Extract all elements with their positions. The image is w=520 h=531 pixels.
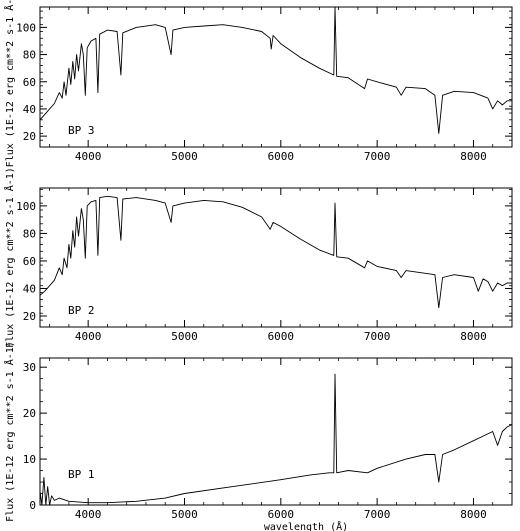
spectrum-line <box>39 6 512 134</box>
y-tick-label: 20 <box>23 130 36 143</box>
x-tick-label: 8000 <box>460 508 487 521</box>
y-tick-label: 100 <box>16 21 36 34</box>
spectrum-line <box>39 373 513 506</box>
y-tick-label: 60 <box>23 255 36 268</box>
x-tick-label: 5000 <box>171 508 198 521</box>
y-tick-label: 60 <box>23 76 36 89</box>
chart-panel-3: 4000 5000 6000 7000 8000 0 10 20 30 Flux (1E-12 e… <box>3 341 513 531</box>
y-axis-label: Flux (1E-12 erg cm**2 s-1 Å-1) <box>3 167 16 348</box>
x-tick-label: 8000 <box>460 330 487 343</box>
x-tick-label: 7000 <box>364 508 391 521</box>
x-tick-label: 6000 <box>268 150 295 163</box>
x-tick-label: 5000 <box>171 330 198 343</box>
y-axis-label: Flux (1E-12 erg cm**2 s-1 Å-1) <box>3 0 16 167</box>
y-tick-label: 20 <box>23 407 36 420</box>
plot-frame <box>39 357 513 506</box>
y-tick-label: 10 <box>23 453 36 466</box>
panel-label: BP 2 <box>68 304 95 317</box>
y-tick-label: 80 <box>23 49 36 62</box>
x-tick-label: 7000 <box>364 330 391 343</box>
y-axis-label: Flux (1E-12 erg cm**2 s-1 Å-1) <box>3 341 16 522</box>
x-tick-label: 6000 <box>268 330 295 343</box>
y-tick-label: 40 <box>23 103 36 116</box>
x-tick-label: 8000 <box>460 150 487 163</box>
x-tick-label: 5000 <box>171 150 198 163</box>
plot-frame <box>39 187 513 328</box>
y-tick-label: 40 <box>23 282 36 295</box>
x-tick-label: 7000 <box>364 150 391 163</box>
panel-label: BP 1 <box>68 468 95 481</box>
y-tick-label: 0 <box>29 499 36 512</box>
y-tick-label: 100 <box>16 200 36 213</box>
plot-frame <box>39 6 513 148</box>
spectrum-line <box>39 195 512 309</box>
x-tick-label: 4000 <box>75 508 102 521</box>
x-tick-label: 4000 <box>75 330 102 343</box>
y-tick-label: 20 <box>23 310 36 323</box>
panel-label: BP 3 <box>68 124 95 137</box>
y-tick-label: 80 <box>23 227 36 240</box>
x-tick-label: 4000 <box>75 150 102 163</box>
y-tick-label: 30 <box>23 361 36 374</box>
x-axis-label: wavelength (Å) <box>264 520 348 531</box>
x-tick-label: 6000 <box>268 508 295 521</box>
